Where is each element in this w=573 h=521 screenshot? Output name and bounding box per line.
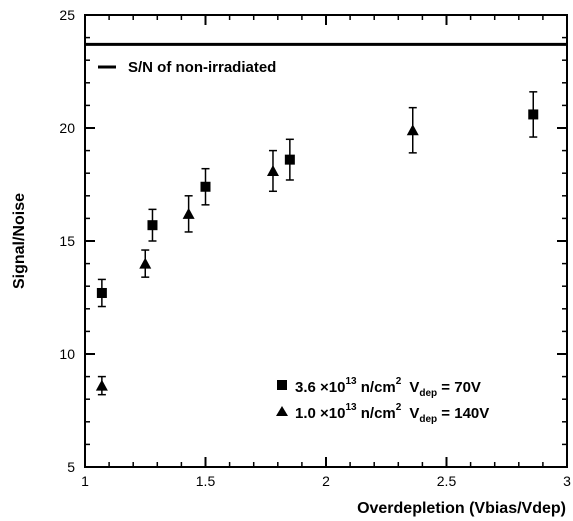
triangle-point bbox=[406, 124, 419, 136]
legend-triangle-marker bbox=[276, 406, 288, 416]
y-axis-title: Signal/Noise bbox=[11, 193, 28, 289]
square-point bbox=[200, 181, 211, 192]
plot-area bbox=[84, 14, 568, 468]
axis-ticks bbox=[84, 14, 568, 468]
legend-s1-vval: = 70V bbox=[437, 379, 481, 396]
tick-labels: 1 1.5 2 2.5 3 5 10 15 20 25 bbox=[59, 7, 571, 489]
x-tick-label: 1 bbox=[81, 473, 89, 489]
triangle-point bbox=[139, 257, 152, 269]
legend-series-1-label: 3.6 ×1013 n/cm2 Vdep = 70V bbox=[295, 376, 481, 399]
y-tick-label: 15 bbox=[59, 233, 75, 249]
legend-s2-base: 1.0 ×10 bbox=[295, 405, 345, 422]
legend-s1-exp: 13 bbox=[345, 376, 357, 387]
legend-s1-vsub: dep bbox=[419, 388, 437, 399]
square-point bbox=[284, 154, 295, 165]
legend-s2-vpre: V bbox=[409, 405, 419, 422]
legend-s2-unit-exp: 2 bbox=[396, 402, 402, 413]
legend-ref-label: S/N of non-irradiated bbox=[128, 59, 276, 76]
y-tick-label: 25 bbox=[59, 7, 75, 23]
x-tick-label: 3 bbox=[563, 473, 571, 489]
x-tick-label: 2.5 bbox=[437, 473, 457, 489]
legend-series-2-label: 1.0 ×1013 n/cm2 Vdep = 140V bbox=[295, 402, 489, 425]
x-tick-label: 2 bbox=[322, 473, 330, 489]
legend-s1-unit-exp: 2 bbox=[396, 376, 402, 387]
legend-s2-vsub: dep bbox=[419, 414, 437, 425]
legend-s1-unit: n/cm bbox=[357, 379, 396, 396]
x-axis-title: Overdepletion (Vbias/Vdep) bbox=[357, 500, 566, 517]
data-marks bbox=[95, 91, 539, 396]
triangle-point bbox=[266, 164, 279, 176]
square-point bbox=[147, 220, 158, 231]
legend-s2-exp: 13 bbox=[345, 402, 357, 413]
square-point bbox=[528, 109, 539, 120]
triangle-point bbox=[182, 207, 195, 219]
legend-s1-vpre: V bbox=[409, 379, 419, 396]
y-tick-label: 5 bbox=[67, 459, 75, 475]
legend-square-marker bbox=[277, 380, 287, 390]
legend-s1-base: 3.6 ×10 bbox=[295, 379, 345, 396]
legend-s2-vval: = 140V bbox=[437, 405, 489, 422]
y-tick-label: 20 bbox=[59, 120, 75, 136]
triangle-point bbox=[95, 379, 108, 391]
x-tick-label: 1.5 bbox=[196, 473, 216, 489]
legend-s2-unit: n/cm bbox=[357, 405, 396, 422]
square-point bbox=[96, 287, 107, 298]
y-tick-label: 10 bbox=[59, 346, 75, 362]
